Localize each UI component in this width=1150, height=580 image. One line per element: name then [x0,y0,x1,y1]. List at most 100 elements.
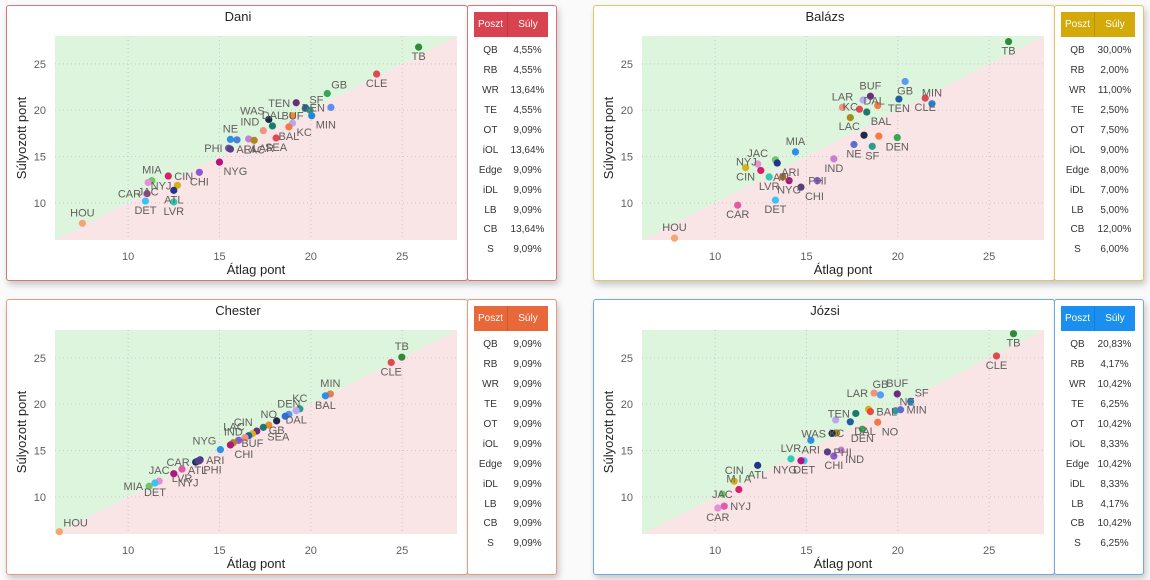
scatter-chart-balazs[interactable]: 10 15 20 25 10 15 20 25 Balázs Átlag pont Súlyozot… [594,6,1054,280]
data-point[interactable] [901,77,909,86]
data-point[interactable] [896,406,905,414]
data-point[interactable] [858,425,866,433]
data-point[interactable] [868,142,876,150]
data-point[interactable] [714,504,722,512]
data-point[interactable] [272,134,280,142]
data-point[interactable] [55,528,63,536]
data-point[interactable] [771,196,779,204]
data-point[interactable] [250,136,258,144]
data-point[interactable] [846,418,854,426]
data-point[interactable] [921,94,929,102]
data-point[interactable] [730,477,738,485]
data-point[interactable] [273,417,281,425]
data-point[interactable] [928,100,936,108]
data-point[interactable] [327,103,335,111]
data-point[interactable] [893,133,901,142]
data-point[interactable] [373,70,381,78]
data-point[interactable] [779,173,787,181]
data-point[interactable] [670,234,679,242]
data-point[interactable] [860,131,868,139]
data-point[interactable] [830,452,838,460]
column-header-position[interactable]: Poszt [1061,306,1095,331]
data-point[interactable] [863,108,871,116]
data-point[interactable] [718,490,726,498]
data-point[interactable] [837,446,845,454]
data-point[interactable] [226,135,235,143]
data-point[interactable] [151,479,159,487]
data-point[interactable] [321,392,330,400]
data-point[interactable] [859,96,867,104]
data-point[interactable] [797,183,805,191]
data-point[interactable] [215,158,224,166]
chart-card[interactable]: 10 15 20 25 10 15 20 25 Balázs Átlag pont Súlyozot… [593,5,1055,281]
data-point[interactable] [907,397,915,405]
scatter-chart-chester[interactable]: 10 15 20 25 10 15 20 25 Chester Átlag pont Súlyozo… [7,300,467,574]
data-point[interactable] [773,159,781,167]
column-header-weight[interactable]: Súly [1105,313,1125,324]
data-point[interactable] [268,122,277,130]
data-point[interactable] [787,455,795,463]
scatter-chart-dani[interactable]: 10 15 20 25 10 15 20 25 Dani Átlag pont Súlyozott … [7,6,467,280]
column-header-position[interactable]: Poszt [474,12,508,37]
data-point[interactable] [308,112,316,120]
data-point[interactable] [720,502,728,510]
data-point[interactable] [1004,37,1013,46]
data-point[interactable] [233,136,241,144]
data-point[interactable] [226,145,235,153]
chart-card[interactable]: 10 15 20 25 10 15 20 25 Chester Átlag pont Súlyozo… [6,299,468,575]
data-point[interactable] [145,482,153,490]
data-point[interactable] [807,436,815,444]
data-point[interactable] [828,429,836,437]
data-point[interactable] [195,168,203,176]
data-point[interactable] [170,186,178,194]
data-point[interactable] [742,164,750,172]
data-point[interactable] [866,408,875,416]
data-point[interactable] [306,106,314,114]
data-point[interactable] [323,89,331,98]
data-point[interactable] [874,418,882,426]
data-point[interactable] [164,172,172,180]
scatter-chart-jozsi[interactable]: 10 15 20 25 10 15 20 25 Józsi Átlag pont Súlyozott… [594,300,1054,574]
data-point[interactable] [1009,330,1018,338]
data-point[interactable] [992,352,1001,360]
data-point[interactable] [735,485,743,494]
data-point[interactable] [895,95,903,103]
data-point[interactable] [241,433,249,442]
data-point[interactable] [288,112,297,120]
data-point[interactable] [143,190,151,198]
data-point[interactable] [245,135,253,143]
data-point[interactable] [765,173,773,181]
data-point[interactable] [259,126,267,135]
data-point[interactable] [398,353,406,361]
data-point[interactable] [216,446,224,454]
data-point[interactable] [757,166,765,175]
data-point[interactable] [173,181,182,189]
data-point[interactable] [170,470,178,478]
data-point[interactable] [893,390,901,398]
data-point[interactable] [866,92,875,100]
data-point[interactable] [797,457,805,465]
data-point[interactable] [852,409,860,418]
data-point[interactable] [874,101,882,110]
data-point[interactable] [292,99,300,107]
data-point[interactable] [259,423,267,431]
data-point[interactable] [281,412,289,420]
data-point[interactable] [415,43,423,51]
column-header-weight[interactable]: Súly [1105,19,1125,30]
data-point[interactable] [823,448,832,456]
data-point[interactable] [876,391,885,399]
data-point[interactable] [830,155,838,163]
data-point[interactable] [387,358,395,367]
data-point[interactable] [285,123,293,131]
data-point[interactable] [226,441,235,449]
data-point[interactable] [265,115,273,124]
data-point[interactable] [141,197,150,205]
data-point[interactable] [855,105,864,113]
column-header-position[interactable]: Poszt [1061,12,1095,37]
column-header-weight[interactable]: Súly [518,19,538,30]
chart-card[interactable]: 10 15 20 25 10 15 20 25 Józsi Átlag pont Súlyozott… [593,299,1055,575]
data-point[interactable] [78,219,87,227]
data-point[interactable] [838,103,847,111]
data-point[interactable] [850,140,858,149]
data-point[interactable] [144,178,152,187]
